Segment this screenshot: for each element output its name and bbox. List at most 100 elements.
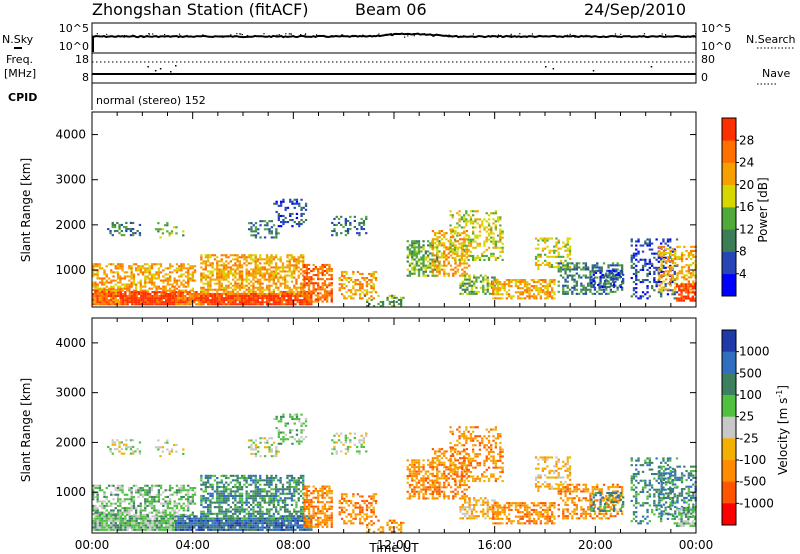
heatmap-cell (667, 270, 670, 273)
heatmap-cell (207, 299, 210, 302)
heatmap-cell (557, 253, 560, 256)
heatmap-cell (330, 300, 333, 303)
heatmap-cell (225, 519, 228, 522)
heatmap-cell (159, 265, 163, 268)
heatmap-cell (453, 226, 457, 229)
heatmap-cell (272, 524, 275, 527)
heatmap-cell (537, 279, 540, 282)
heatmap-cell (555, 261, 558, 264)
heatmap-cell (611, 264, 615, 267)
heatmap-cell (153, 281, 156, 284)
heatmap-cell (275, 301, 278, 304)
heatmap-cell (94, 511, 97, 514)
heatmap-cell (188, 293, 191, 296)
heatmap-cell (241, 274, 244, 277)
heatmap-cell (182, 484, 185, 487)
heatmap-cell (465, 256, 468, 259)
heatmap-cell (157, 498, 160, 501)
heatmap-cell (505, 291, 508, 294)
heatmap-cell (330, 270, 333, 273)
heatmap-cell (589, 278, 592, 281)
heatmap-cell (112, 287, 115, 290)
heatmap-cell (635, 287, 638, 290)
heatmap-cell (200, 503, 203, 506)
heatmap-cell (487, 258, 491, 261)
heatmap-cell (175, 502, 179, 505)
heatmap-cell (289, 219, 292, 222)
heatmap-cell (312, 282, 315, 285)
heatmap-cell (195, 291, 198, 294)
heatmap-cell (374, 277, 378, 280)
heatmap-cell (265, 268, 269, 271)
heatmap-cell (150, 281, 154, 284)
heatmap-cell (261, 297, 264, 300)
heatmap-cell (310, 282, 313, 285)
heatmap-cell (310, 270, 313, 273)
nsearch-dot (106, 33, 108, 36)
heatmap-cell (684, 283, 688, 286)
heatmap-cell (469, 218, 473, 221)
heatmap-cell (209, 528, 212, 531)
heatmap-cell (218, 270, 221, 273)
heatmap-cell (284, 280, 287, 283)
heatmap-cell (555, 243, 558, 246)
heatmap-cell (546, 291, 549, 294)
heatmap-cell (454, 270, 457, 273)
heatmap-cell (238, 260, 241, 263)
heatmap-cell (180, 267, 183, 270)
heatmap-cell (146, 277, 149, 280)
heatmap-cell (169, 287, 172, 290)
heatmap-cell (204, 260, 207, 263)
heatmap-cell (476, 218, 479, 221)
heatmap-cell (279, 292, 282, 295)
heatmap-cell (546, 297, 549, 300)
heatmap-cell (557, 284, 560, 287)
heatmap-cell (169, 507, 172, 510)
heatmap-cell (468, 276, 471, 279)
heatmap-cell (352, 285, 355, 288)
heatmap-cell (609, 290, 612, 293)
heatmap-cell (293, 260, 296, 263)
heatmap-cell (281, 278, 285, 281)
heatmap-cell (92, 293, 95, 296)
heatmap-cell (213, 524, 217, 527)
heatmap-cell (110, 287, 113, 290)
nsearch-dot (572, 35, 574, 37)
heatmap-cell (103, 507, 106, 510)
heatmap-cell (655, 268, 658, 271)
heatmap-cell (641, 258, 645, 261)
heatmap-cell (487, 238, 491, 241)
heatmap-cell (245, 260, 248, 263)
heatmap-cell (259, 262, 262, 265)
heatmap-cell (277, 268, 280, 271)
heatmap-cell (175, 279, 179, 282)
heatmap-cell (674, 282, 677, 285)
heatmap-cell (256, 278, 260, 281)
heatmap-cell (285, 517, 288, 520)
heatmap-cell (557, 247, 560, 250)
heatmap-cell (299, 284, 303, 287)
heatmap-cell (548, 263, 551, 266)
heatmap-cell (155, 522, 159, 525)
heatmap-cell (175, 484, 179, 487)
heatmap-cell (92, 275, 95, 278)
heatmap-cell (546, 295, 549, 298)
heatmap-cell (413, 246, 416, 249)
heatmap-cell (213, 295, 217, 298)
heatmap-cell (461, 292, 464, 295)
heatmap-cell (157, 285, 160, 288)
heatmap-cell (408, 274, 412, 277)
heatmap-cell (211, 526, 214, 529)
heatmap-cell (295, 288, 298, 291)
heatmap-cell (138, 223, 142, 226)
heatmap-cell (92, 493, 95, 496)
heatmap-cell (204, 483, 207, 486)
heatmap-cell (532, 295, 536, 298)
nsearch-dot (538, 34, 541, 37)
heatmap-cell (225, 522, 228, 525)
nsearch-dot (665, 35, 667, 37)
heatmap-cell (130, 275, 133, 278)
heatmap-cell (454, 240, 457, 243)
heatmap-cell (326, 272, 329, 275)
heatmap-cell (532, 293, 536, 296)
